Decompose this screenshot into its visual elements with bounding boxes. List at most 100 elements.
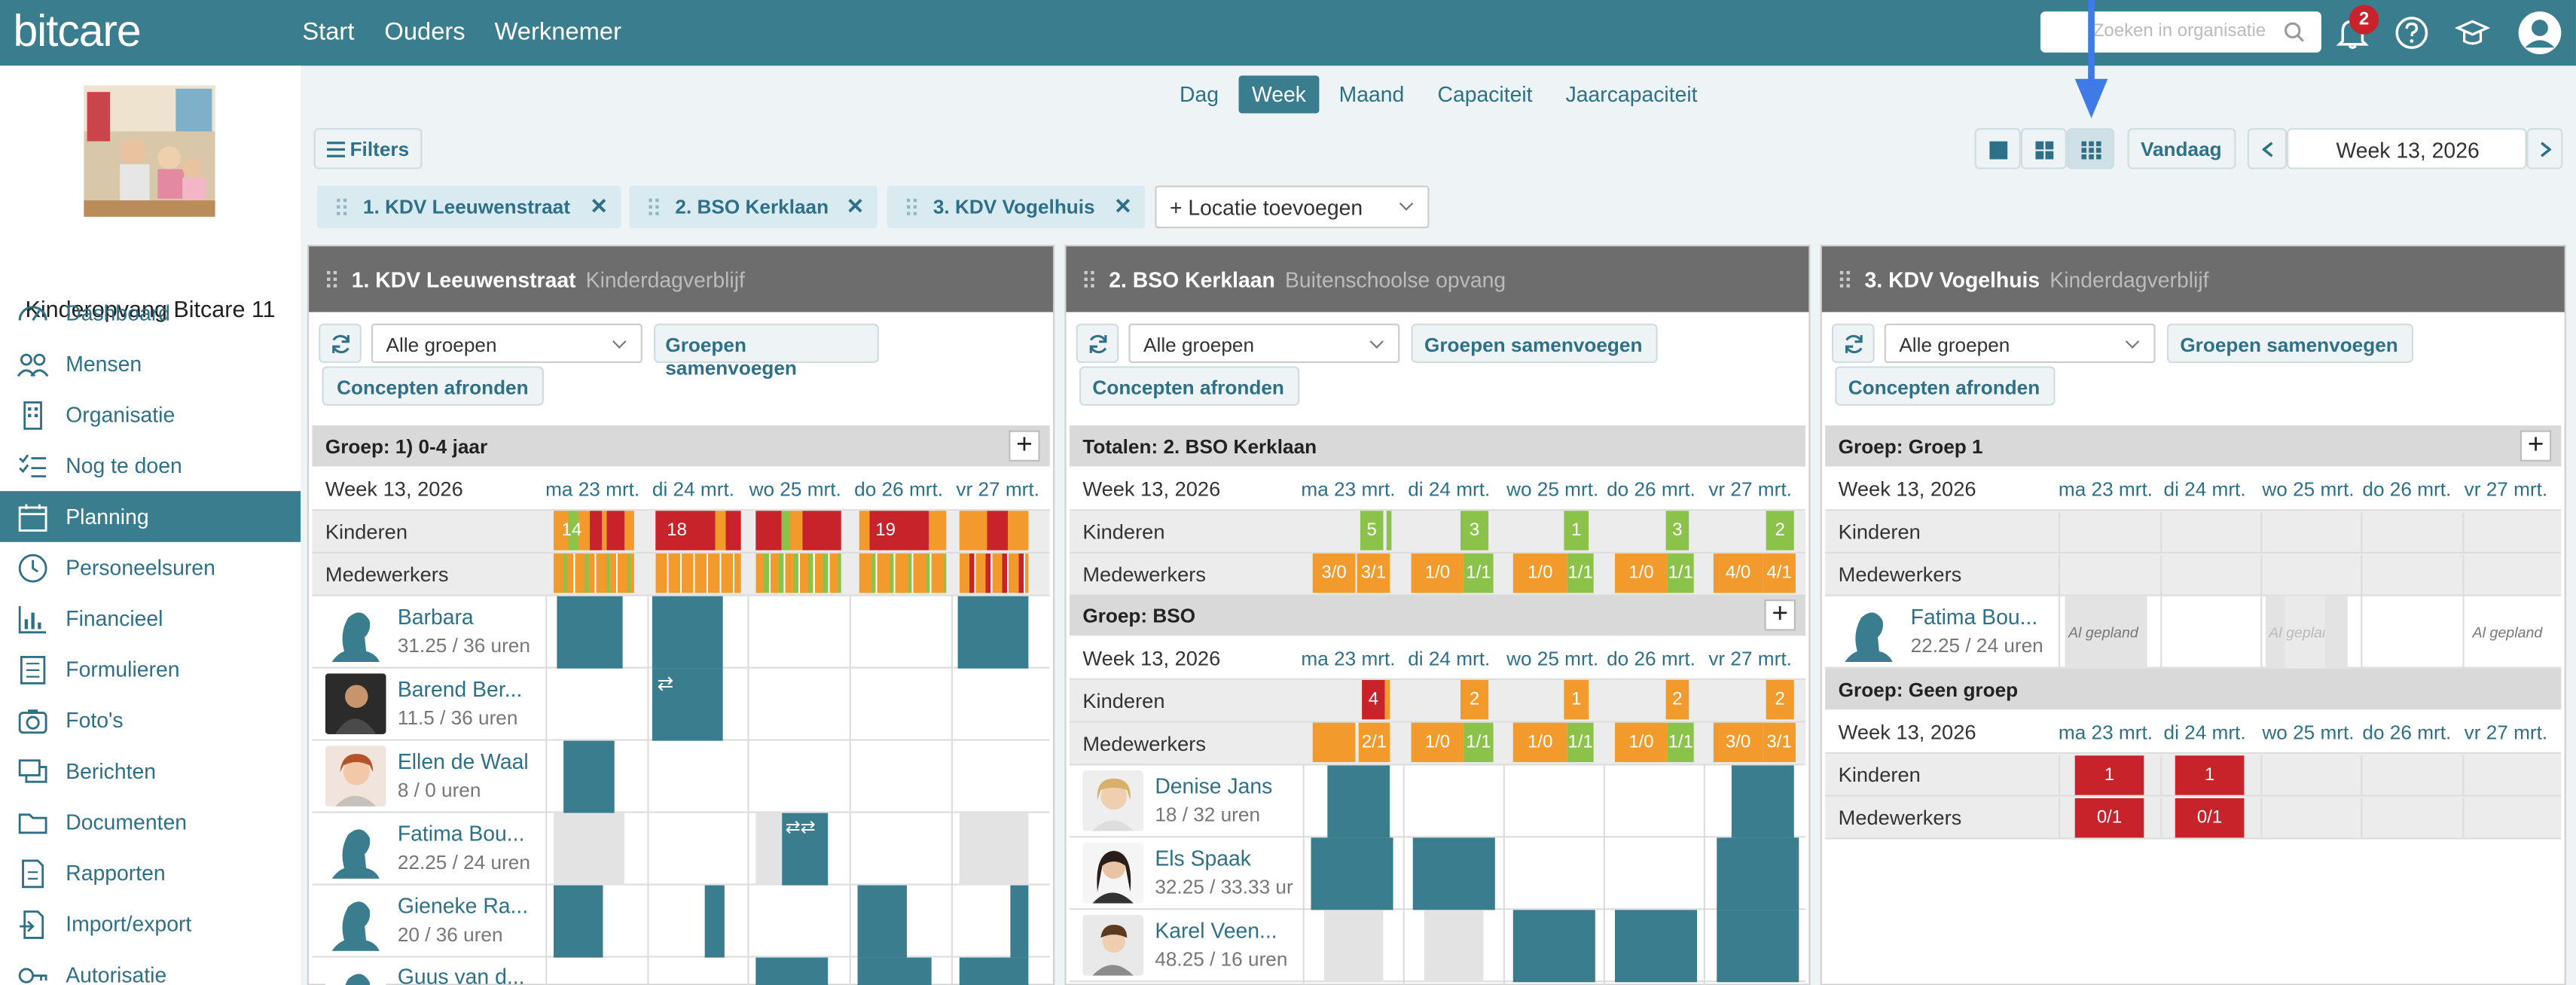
week-display[interactable]: Week 13, 2026 [2287,128,2527,169]
employee-row[interactable]: Denise Jans 18 / 32 uren [1069,765,1806,838]
day-header[interactable]: wo 25 mrt. [1506,647,1599,670]
today-button[interactable]: Vandaag [2127,128,2236,169]
menu-rapporten[interactable]: Rapporten [0,847,301,898]
graduation-icon[interactable] [2454,15,2491,51]
day-header[interactable]: ma 23 mrt. [545,477,640,502]
filters-button[interactable]: Filters [313,128,423,169]
drag-handle-icon[interactable] [906,198,917,215]
menu-documenten[interactable]: Documenten [0,797,301,848]
close-icon[interactable]: ✕ [590,194,609,219]
refresh-button[interactable] [1831,323,1875,364]
day-header[interactable]: do 26 mrt. [2362,721,2452,745]
day-header[interactable]: do 26 mrt. [1607,647,1695,670]
menu-organisatie[interactable]: Organisatie [0,389,301,441]
day-header[interactable]: ma 23 mrt. [1301,647,1396,670]
menu-formulieren[interactable]: Formulieren [0,644,301,695]
close-icon[interactable]: ✕ [1113,194,1132,219]
nav-start[interactable]: Start [302,17,355,47]
day-header[interactable]: di 24 mrt. [2163,477,2246,502]
day-header[interactable]: vr 27 mrt. [956,477,1039,502]
tab-dag[interactable]: Dag [1180,82,1219,107]
employee-row[interactable]: Gieneke Ra... 20 / 36 uren [312,885,1050,958]
finalize-concepts-button[interactable]: Concepten afronden [1835,366,2056,406]
drag-handle-icon[interactable] [337,198,347,215]
location-chip-1[interactable]: 1. KDV Leeuwenstraat ✕ [316,185,621,229]
day-header[interactable]: wo 25 mrt. [2262,477,2355,502]
add-icon[interactable]: + [2520,430,2552,462]
refresh-button[interactable] [1076,323,1119,364]
tab-capaciteit[interactable]: Capaciteit [1437,82,1533,107]
group-select[interactable]: Alle groepen [371,323,642,364]
view-grid-button[interactable] [2020,128,2067,169]
group-select[interactable]: Alle groepen [1128,323,1400,364]
day-header[interactable]: wo 25 mrt. [749,477,841,502]
day-header[interactable]: di 24 mrt. [1408,477,1491,502]
search-input[interactable]: Zoeken in organisatie [2040,11,2321,53]
day-header[interactable]: wo 25 mrt. [1506,477,1599,502]
finalize-concepts-button[interactable]: Concepten afronden [322,366,544,406]
add-location-select[interactable]: + Locatie toevoegen [1155,185,1430,229]
employee-row[interactable]: Guus van d... [312,957,1049,985]
employee-row[interactable]: Barend Ber... 11.5 / 36 uren ⇄ [312,668,1050,741]
group-select[interactable]: Alle groepen [1884,323,2156,364]
bitcare-logo[interactable]: bitcare [13,6,141,56]
day-header[interactable]: vr 27 mrt. [1708,647,1792,670]
location-chip-3[interactable]: 3. KDV Vogelhuis ✕ [887,185,1146,229]
day-header[interactable]: ma 23 mrt. [1301,477,1396,502]
merge-groups-button[interactable]: Groepen samenvoegen [2166,323,2414,364]
user-avatar-icon[interactable] [2516,10,2562,56]
day-header[interactable]: vr 27 mrt. [2464,721,2548,745]
view-single-button[interactable] [1974,128,2021,169]
day-header[interactable]: vr 27 mrt. [2464,477,2548,502]
employee-row[interactable]: Ellen de Waal 8 / 0 uren [312,740,1050,813]
employee-row[interactable]: Karel Veen... 48.25 / 16 uren [1069,910,1806,983]
close-icon[interactable]: ✕ [846,194,865,219]
employee-row[interactable]: Fatima Bou... 22.25 / 24 uren ⇄⇄ [312,813,1050,886]
menu-mensen[interactable]: Mensen [0,338,301,389]
menu-nog-te-doen[interactable]: Nog te doen [0,441,301,492]
help-icon[interactable] [2394,15,2430,51]
refresh-button[interactable] [319,323,362,364]
day-header[interactable]: di 24 mrt. [1408,647,1491,670]
employee-row[interactable]: Fatima Bou... 22.25 / 24 uren Al gepland … [1825,596,2562,669]
menu-fotos[interactable]: Foto's [0,695,301,746]
day-header[interactable]: wo 25 mrt. [2262,721,2355,745]
menu-autorisatie[interactable]: Autorisatie [0,950,301,985]
menu-dashboard[interactable]: Dashboard [0,288,301,339]
drag-handle-icon[interactable] [1084,270,1094,288]
nav-ouders[interactable]: Ouders [384,17,465,47]
add-icon[interactable]: + [1764,599,1796,631]
menu-personeelsuren[interactable]: Personeelsuren [0,542,301,593]
day-header[interactable]: ma 23 mrt. [2058,721,2153,745]
previous-week-button[interactable] [2247,128,2288,169]
nav-werknemer[interactable]: Werknemer [494,17,622,47]
view-columns-button[interactable] [2066,128,2115,169]
tab-week[interactable]: Week [1238,75,1320,114]
tab-maand[interactable]: Maand [1338,82,1405,107]
day-header[interactable]: do 26 mrt. [1607,477,1695,502]
menu-planning[interactable]: Planning [0,491,301,542]
day-header[interactable]: do 26 mrt. [2362,477,2452,502]
swap-icon[interactable]: ⇄ [657,672,674,695]
menu-import-export[interactable]: Import/export [0,898,301,950]
next-week-button[interactable] [2526,128,2563,169]
day-header[interactable]: di 24 mrt. [652,477,734,502]
drag-handle-icon[interactable] [327,270,337,288]
tab-jaarcapaciteit[interactable]: Jaarcapaciteit [1565,82,1698,107]
merge-groups-button[interactable]: Groepen samenvoegen [1411,323,1658,364]
day-header[interactable]: di 24 mrt. [2163,721,2246,745]
drag-handle-icon[interactable] [649,198,659,215]
finalize-concepts-button[interactable]: Concepten afronden [1079,366,1300,406]
add-icon[interactable]: + [1009,430,1040,462]
employee-row[interactable]: Barbara 31.25 / 36 uren [312,596,1050,669]
drag-handle-icon[interactable] [1839,270,1850,288]
menu-financieel[interactable]: Financieel [0,593,301,644]
menu-berichten[interactable]: Berichten [0,746,301,797]
merge-groups-button[interactable]: Groepen samenvoegen [654,323,879,380]
day-header[interactable]: do 26 mrt. [854,477,944,502]
day-header[interactable]: vr 27 mrt. [1708,477,1792,502]
swap-icon[interactable]: ⇄⇄ [785,818,816,838]
day-header[interactable]: ma 23 mrt. [2058,477,2153,502]
location-chip-2[interactable]: 2. BSO Kerklaan ✕ [629,185,877,229]
